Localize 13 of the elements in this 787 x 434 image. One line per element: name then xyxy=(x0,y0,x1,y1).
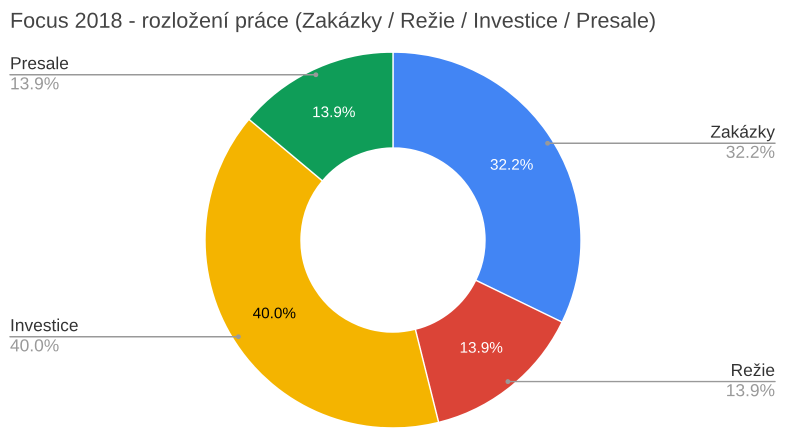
data-label: 40.0% xyxy=(253,308,296,318)
slice-label: Režie xyxy=(732,363,774,376)
data-label: 13.9% xyxy=(313,106,355,118)
data-label: 13.9% xyxy=(460,342,502,353)
text: 13.9% xyxy=(11,77,59,90)
data-label: 32.2% xyxy=(490,159,533,170)
chart-title: Focus 2018 - rozložení práce (Zakázky / Režie / Investice / Presale) xyxy=(12,12,655,32)
text: 40.0% xyxy=(10,339,59,352)
slice-label: Presale xyxy=(11,56,68,70)
text: 13.9% xyxy=(727,384,774,396)
slice-label: Zakázky xyxy=(710,124,775,142)
slice-label: Investice xyxy=(12,318,78,332)
text: 32.2% xyxy=(726,146,774,158)
